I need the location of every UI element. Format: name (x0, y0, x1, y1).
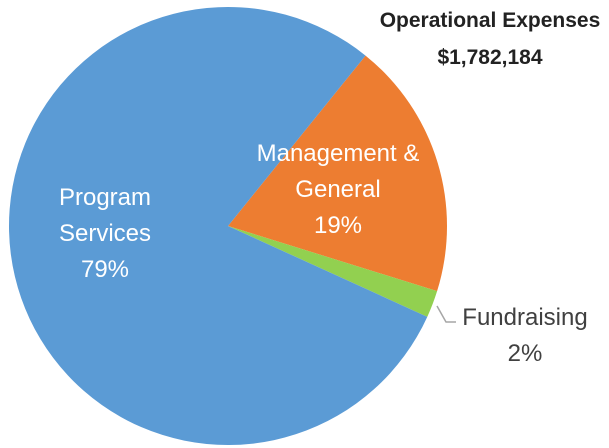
chart-subtitle: $1,782,184 (437, 46, 542, 69)
slice-value-label: 79% (80, 256, 130, 283)
slice-label: Program Services (58, 184, 152, 247)
pie-slice (228, 55, 447, 292)
slice-label: Management & General (256, 140, 420, 203)
leader-line (436, 305, 456, 323)
slices (8, 7, 447, 445)
chart-title: Operational Expenses (380, 9, 601, 32)
slice-label: Fundraising (462, 304, 588, 331)
slice-value-label: 19% (313, 212, 363, 239)
pie-slice (8, 7, 428, 445)
pie-slice (228, 226, 438, 317)
slice-value-label: 2% (507, 340, 543, 367)
